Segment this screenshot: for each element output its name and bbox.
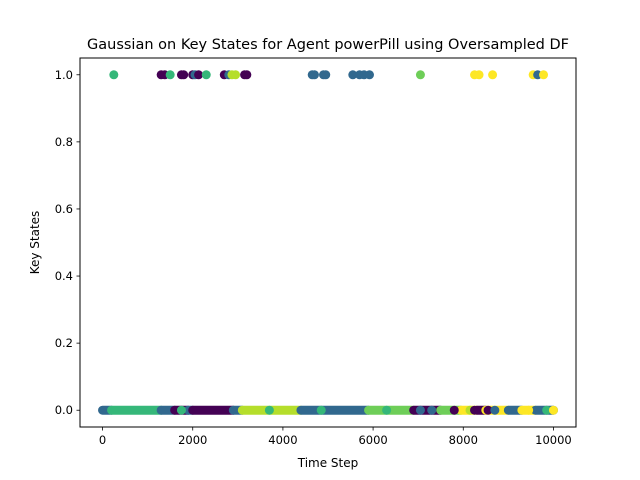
x-tick-label: 4000 [268,433,297,447]
plot-background [80,58,576,427]
y-tick-label: 0.2 [55,336,73,350]
y-tick-label: 0.8 [55,135,73,149]
data-point [488,70,498,80]
chart-title: Gaussian on Key States for Agent powerPi… [87,37,569,53]
y-axis: 0.0 0.2 0.4 0.6 0.8 1.0 [55,68,80,417]
x-axis: 0 2000 4000 6000 8000 10000 [99,427,572,447]
data-point [524,405,534,415]
data-point [449,405,459,415]
data-point [470,405,480,415]
data-point [415,70,425,80]
data-point [176,405,186,415]
y-axis-label: Key States [28,211,42,275]
data-point [231,70,241,80]
x-tick-label: 8000 [449,433,478,447]
data-point [490,405,500,415]
data-point [242,70,252,80]
y-tick-label: 0.6 [55,202,73,216]
data-point [542,405,552,415]
data-point [321,70,331,80]
data-point [264,405,274,415]
data-point [427,405,437,415]
data-point [309,70,319,80]
x-axis-label: Time Step [297,456,359,470]
x-tick-label: 6000 [358,433,387,447]
data-point [316,405,326,415]
data-point [109,70,119,80]
data-point [179,70,189,80]
data-point [539,70,549,80]
x-tick-label: 0 [99,433,106,447]
data-point [548,405,558,415]
data-point [415,405,425,415]
y-tick-label: 0.0 [55,403,73,417]
data-point [483,405,493,415]
data-point [474,70,484,80]
data-point [201,70,211,80]
plot-frame [79,57,577,428]
y-tick-label: 1.0 [55,68,73,82]
data-marks [98,70,558,415]
plot-area [79,57,577,428]
data-point [165,70,175,80]
x-tick-label: 2000 [178,433,207,447]
y-tick-label: 0.4 [55,269,73,283]
x-tick-label: 10000 [535,433,572,447]
data-point [382,405,392,415]
data-point [194,70,204,80]
data-point [364,70,374,80]
data-point [348,70,358,80]
